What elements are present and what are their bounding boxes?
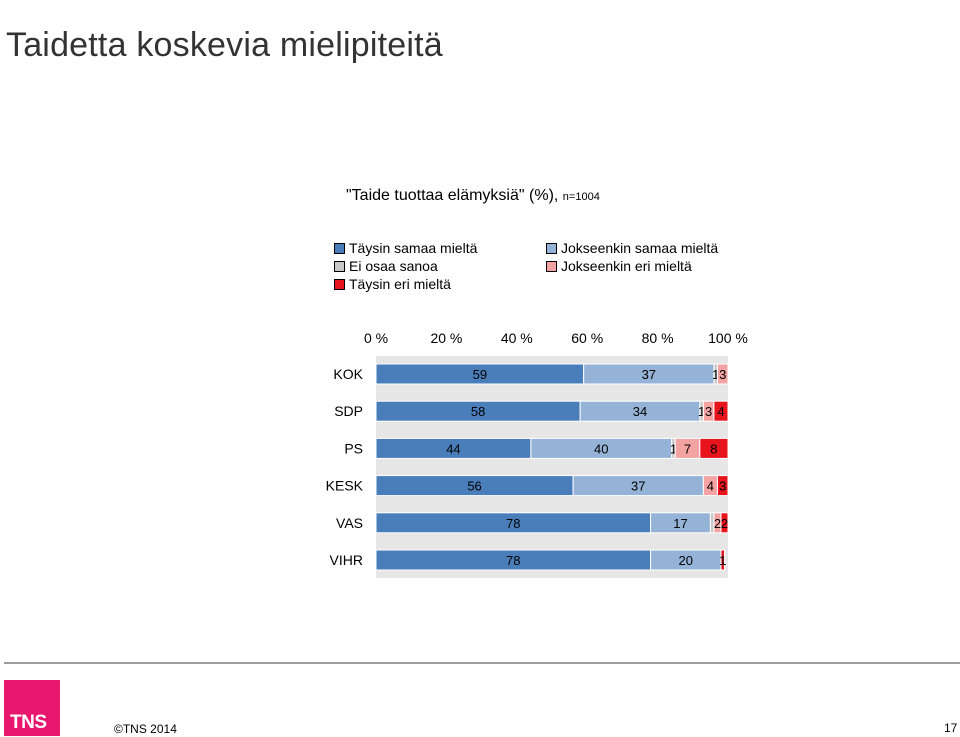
data-label: 59	[473, 367, 487, 382]
footer-divider	[4, 662, 960, 664]
x-tick-label: 40 %	[501, 330, 533, 346]
legend-label: Täysin eri mieltä	[349, 276, 451, 292]
sample-size: n=1004	[562, 191, 600, 203]
bar-segment	[716, 363, 729, 385]
category-label: KESK	[326, 478, 364, 494]
data-label: 78	[506, 553, 520, 568]
plot-area	[376, 356, 728, 578]
data-label: 78	[506, 516, 520, 531]
legend-swatch	[334, 261, 345, 272]
x-tick-label: 60 %	[571, 330, 603, 346]
legend-swatch	[546, 261, 557, 272]
bar-segment	[699, 437, 729, 459]
category-label: PS	[344, 440, 363, 456]
category-label: KOK	[333, 366, 363, 382]
legend-swatch	[546, 243, 557, 254]
legend-item-jokseenkin-samaa: Jokseenkin samaa mieltä	[546, 240, 718, 256]
data-label: 1	[698, 404, 705, 419]
x-tick-label: 100 %	[708, 330, 748, 346]
legend-item-taysin-eri: Täysin eri mieltä	[334, 276, 451, 292]
chart-title: "Taide tuottaa elämyksiä" (%), n=1004	[346, 187, 600, 205]
slide-title: Taidetta koskevia mielipiteitä	[6, 26, 443, 64]
data-label: 1	[719, 553, 726, 568]
bar-segment	[713, 400, 729, 422]
page-number: 17	[944, 721, 958, 735]
legend-swatch	[334, 243, 345, 254]
x-tick-label: 80 %	[642, 330, 674, 346]
data-label: 1	[670, 441, 677, 456]
data-label: 8	[710, 441, 717, 456]
data-label: 40	[594, 441, 608, 456]
x-tick-label: 20 %	[430, 330, 462, 346]
data-label: 37	[642, 367, 656, 382]
legend-item-jokseenkin-eri: Jokseenkin eri mieltä	[546, 258, 692, 274]
category-label: VAS	[336, 515, 363, 531]
legend-label: Jokseenkin eri mieltä	[561, 258, 692, 274]
bar-segment	[720, 512, 729, 534]
bar-segment	[720, 549, 725, 571]
legend-label: Ei osaa sanoa	[349, 258, 438, 274]
logo-text: TNS	[10, 712, 47, 733]
data-label: 1	[712, 367, 719, 382]
data-label: 3	[719, 367, 726, 382]
data-label: 4	[717, 404, 724, 419]
category-label: VIHR	[330, 552, 363, 568]
data-label: 7	[684, 441, 691, 456]
legend-item-taysin-samaa: Täysin samaa mieltä	[334, 240, 477, 256]
legend-label: Täysin samaa mieltä	[349, 240, 478, 256]
copyright-text: ©TNS 2014	[114, 722, 177, 736]
data-label: 56	[467, 479, 481, 494]
data-label: 58	[471, 404, 485, 419]
data-label: 2	[714, 516, 721, 531]
legend-item-ei-osaa-sanoa: Ei osaa sanoa	[334, 258, 438, 274]
data-label: 20	[679, 553, 693, 568]
data-label: 4	[707, 479, 714, 494]
data-label: 37	[631, 479, 645, 494]
legend-swatch	[334, 279, 345, 290]
category-label: SDP	[334, 403, 363, 419]
x-tick-label: 0 %	[364, 330, 388, 346]
data-label: 3	[705, 404, 712, 419]
data-label: 3	[719, 479, 726, 494]
data-label: 34	[633, 404, 647, 419]
legend-label: Jokseenkin samaa mieltä	[561, 240, 719, 256]
data-label: 17	[673, 516, 687, 531]
data-label: 44	[446, 441, 460, 456]
chart-title-text: "Taide tuottaa elämyksiä" (%),	[346, 187, 559, 204]
data-label: 2	[721, 516, 728, 531]
tns-logo: TNS	[4, 680, 60, 736]
bar-segment	[716, 475, 729, 497]
